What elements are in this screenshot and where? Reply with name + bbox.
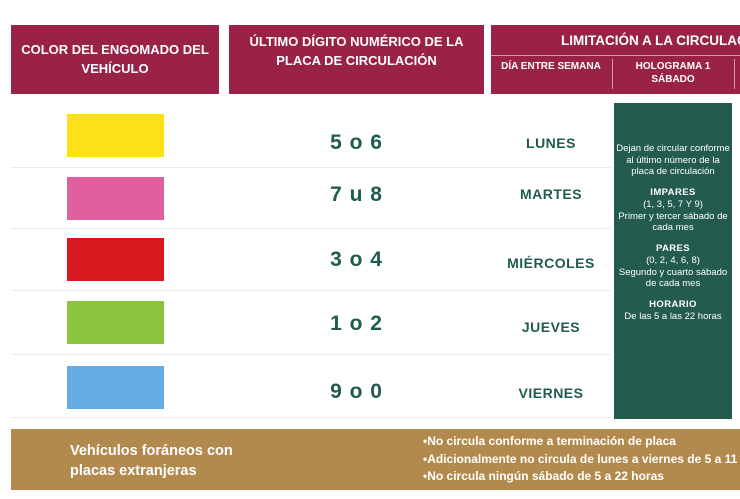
weekday: MARTES [519,186,583,202]
horario-title: HORARIO [649,298,697,310]
weekday: LUNES [526,135,576,151]
header-limit-title: LIMITACIÓN A LA CIRCULACIÓN [561,33,740,48]
row-separator [11,354,611,355]
hologram-pares-block: PARES (0, 2, 4, 6, 8) Segundo y cuarto s… [614,243,732,290]
hologram-impares-block: IMPARES (1, 3, 5, 7 Y 9) Primer y tercer… [614,187,732,234]
header-divider [491,55,740,56]
hologram-horario-block: HORARIO De las 5 a las 22 horas [614,299,732,323]
hologram-intro: Dejan de circular conforme al último núm… [616,143,730,177]
footer-bullet: •Adicionalmente no circula de lunes a vi… [423,451,740,466]
row-separator [11,228,611,229]
header-sub-weekday: DÍA ENTRE SEMANA [501,61,601,72]
pares-title: PARES [655,242,691,254]
impares-desc: Primer y tercer sábado de cada mes [618,210,728,234]
color-swatch-yellow [67,114,164,157]
weekday: JUEVES [521,319,581,335]
header-digit-label: ÚLTIMO DÍGITO NUMÉRICO DE LA PLACA DE CI… [249,34,464,68]
impares-list: (1, 3, 5, 7 Y 9) [643,199,703,210]
plate-digits: 3 o 4 [330,248,383,271]
hologram-saturday-box: Dejan de circular conforme al último núm… [614,103,732,419]
color-swatch-red [67,238,164,281]
header-color-column: COLOR DEL ENGOMADO DEL VEHÍCULO [11,25,219,94]
header-sub-divider [612,59,613,89]
header-sub-divider-2 [734,59,735,89]
plate-digits: 9 o 0 [330,380,383,403]
weekday: VIERNES [518,385,584,401]
header-sub-hologram: HOLOGRAMA 1 SÁBADO [635,61,711,85]
plate-digits: 7 u 8 [330,183,383,206]
foreign-vehicles-rules: •No circula conforme a terminación de pl… [423,433,740,486]
footer-bullet: •No circula ningún sábado de 5 a 22 hora… [423,469,664,483]
header-digit-column: ÚLTIMO DÍGITO NUMÉRICO DE LA PLACA DE CI… [229,25,484,94]
foreign-vehicles-label: Vehículos foráneos con placas extranjera… [70,443,233,479]
color-swatch-blue [67,366,164,409]
weekday: MIÉRCOLES [507,255,595,271]
pares-desc: Segundo y cuarto sábado de cada mes [618,266,728,290]
plate-digits: 1 o 2 [330,312,383,335]
color-swatch-pink [67,177,164,220]
row-separator [11,167,611,168]
color-swatch-green [67,301,164,344]
pares-list: (0, 2, 4, 6, 8) [646,255,700,266]
row-separator [11,417,611,418]
impares-title: IMPARES [650,186,696,198]
footer-bullet: •No circula conforme a terminación de pl… [423,434,676,448]
horario-desc: De las 5 a las 22 horas [624,311,722,322]
header-color-label: COLOR DEL ENGOMADO DEL VEHÍCULO [21,42,209,76]
header-limit-column: LIMITACIÓN A LA CIRCULACIÓN DÍA ENTRE SE… [491,25,740,94]
foreign-vehicles-footer: Vehículos foráneos con placas extranjera… [11,429,740,490]
row-separator [11,290,611,291]
plate-digits: 5 o 6 [330,131,383,154]
